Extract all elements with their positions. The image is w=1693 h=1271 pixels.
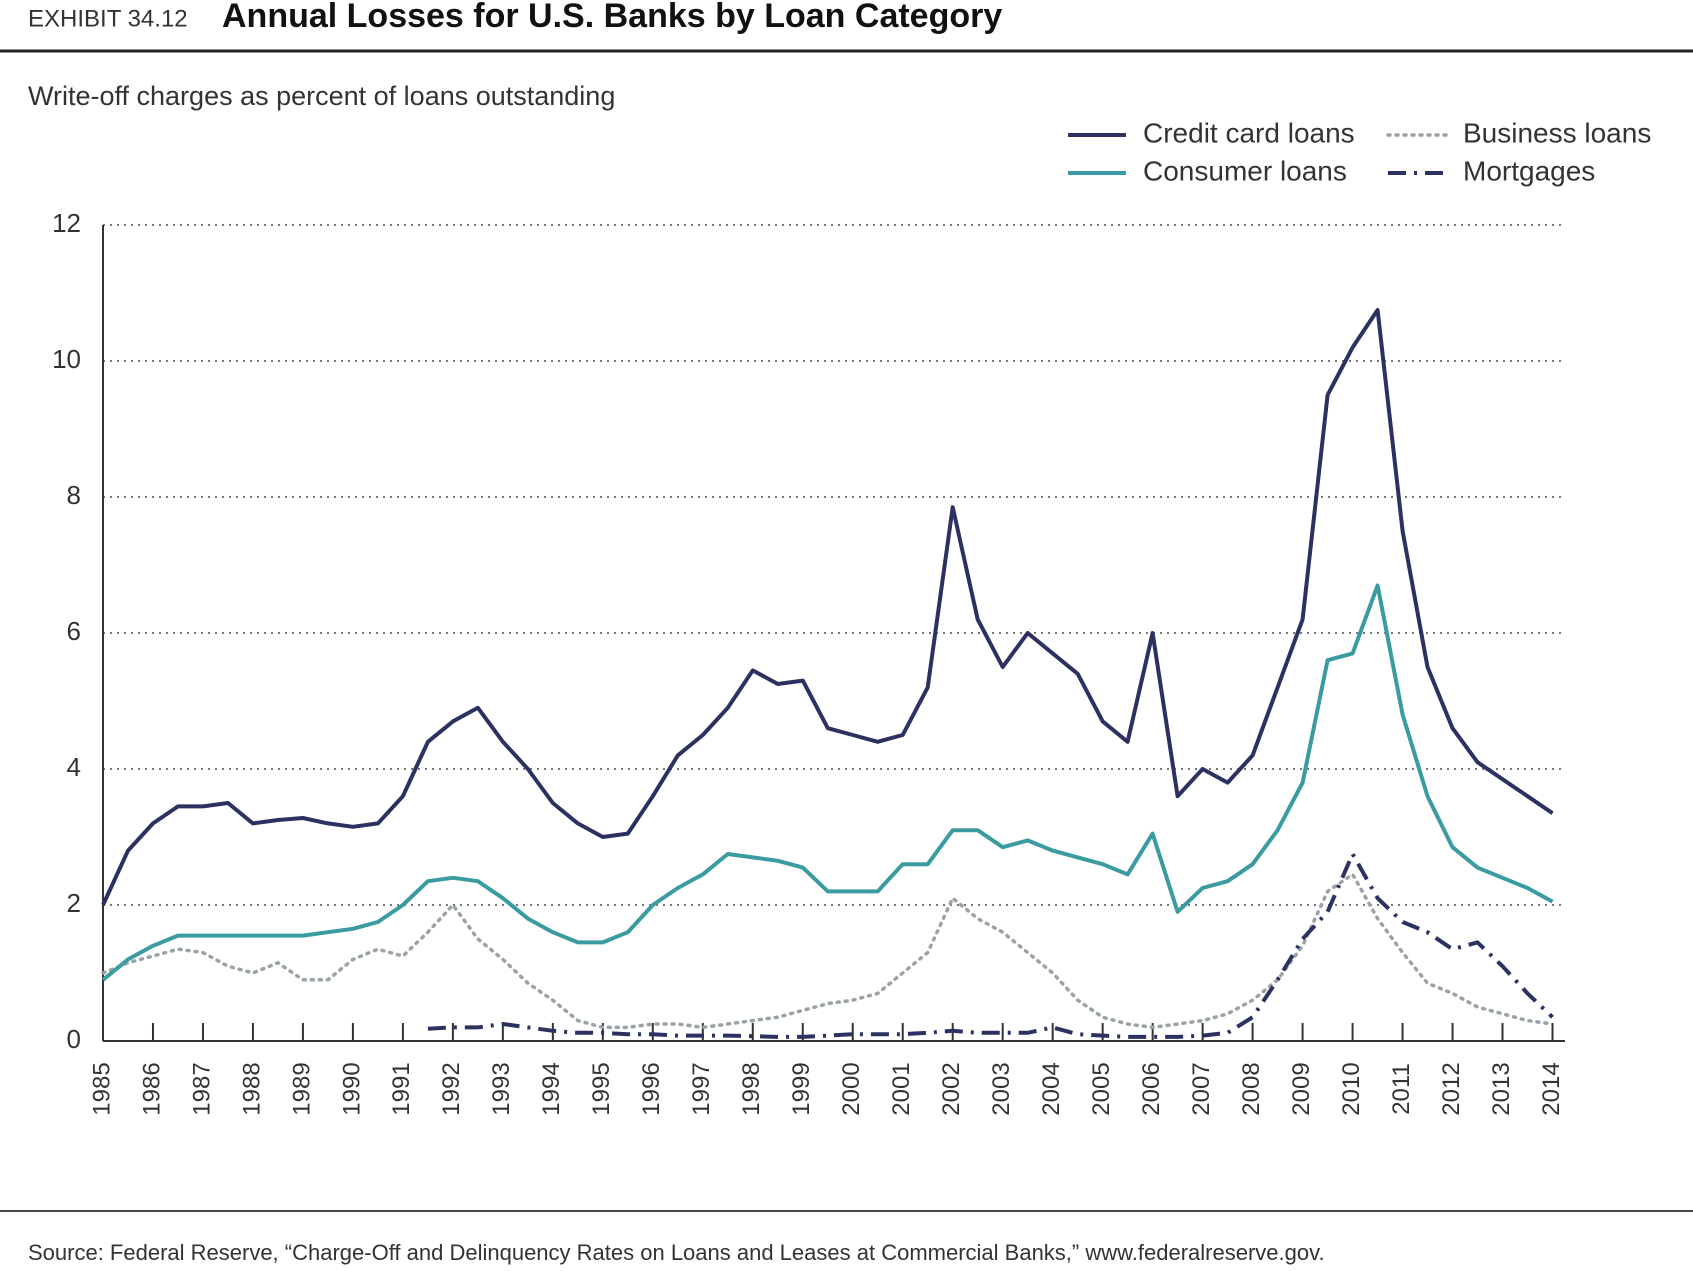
- y-tick-label: 0: [67, 1024, 81, 1054]
- chart-subtitle: Write-off charges as percent of loans ou…: [28, 81, 615, 111]
- x-tick-label: 1987: [188, 1062, 215, 1115]
- x-tick-label: 2001: [888, 1062, 915, 1115]
- x-tick-label: 1990: [338, 1062, 365, 1115]
- x-tick-label: 2013: [1488, 1062, 1515, 1115]
- x-tick-label: 2002: [938, 1062, 965, 1115]
- chart-title: Annual Losses for U.S. Banks by Loan Cat…: [222, 0, 1002, 35]
- x-tick-label: 2000: [838, 1062, 865, 1115]
- x-tick-label: 1993: [488, 1062, 515, 1115]
- x-tick-label: 2010: [1338, 1062, 1365, 1115]
- y-tick-label: 8: [67, 480, 81, 510]
- legend-label: Credit card loans: [1143, 117, 1355, 148]
- series-line: [101, 583, 1554, 982]
- x-tick-label: 2004: [1038, 1062, 1065, 1115]
- x-tick-label: 2003: [988, 1062, 1015, 1115]
- x-tick-label: 1991: [388, 1062, 415, 1115]
- x-tick-label: 1989: [288, 1062, 315, 1115]
- x-tick-label: 1997: [688, 1062, 715, 1115]
- x-tick-label: 2014: [1538, 1062, 1565, 1115]
- x-tick-label: 2005: [1088, 1062, 1115, 1115]
- y-tick-label: 12: [52, 208, 81, 238]
- legend-label: Mortgages: [1463, 155, 1595, 186]
- legend-label: Business loans: [1463, 117, 1651, 148]
- y-tick-label: 10: [52, 344, 81, 374]
- x-tick-label: 2009: [1288, 1062, 1315, 1115]
- x-tick-label: 1988: [238, 1062, 265, 1115]
- x-tick-label: 2006: [1138, 1062, 1165, 1115]
- series-line: [101, 308, 1554, 906]
- source-note: Source: Federal Reserve, “Charge-Off and…: [28, 1240, 1325, 1265]
- series-line: [427, 852, 1554, 1039]
- y-tick-label: 6: [67, 616, 81, 646]
- x-tick-label: 1994: [538, 1062, 565, 1115]
- x-tick-label: 1996: [638, 1062, 665, 1115]
- exhibit-label: EXHIBIT 34.12: [28, 5, 188, 32]
- y-tick-label: 2: [67, 888, 81, 918]
- x-tick-label: 2008: [1238, 1062, 1265, 1115]
- x-tick-label: 1998: [738, 1062, 765, 1115]
- x-tick-label: 1992: [438, 1062, 465, 1115]
- y-tick-label: 4: [67, 752, 81, 782]
- x-tick-label: 2012: [1438, 1062, 1465, 1115]
- x-tick-label: 1995: [588, 1062, 615, 1115]
- legend-label: Consumer loans: [1143, 155, 1347, 186]
- x-tick-label: 1999: [788, 1062, 815, 1115]
- x-tick-label: 2007: [1188, 1062, 1215, 1115]
- x-tick-label: 1986: [138, 1062, 165, 1115]
- x-tick-label: 2011: [1388, 1063, 1415, 1115]
- x-tick-label: 1985: [88, 1062, 115, 1115]
